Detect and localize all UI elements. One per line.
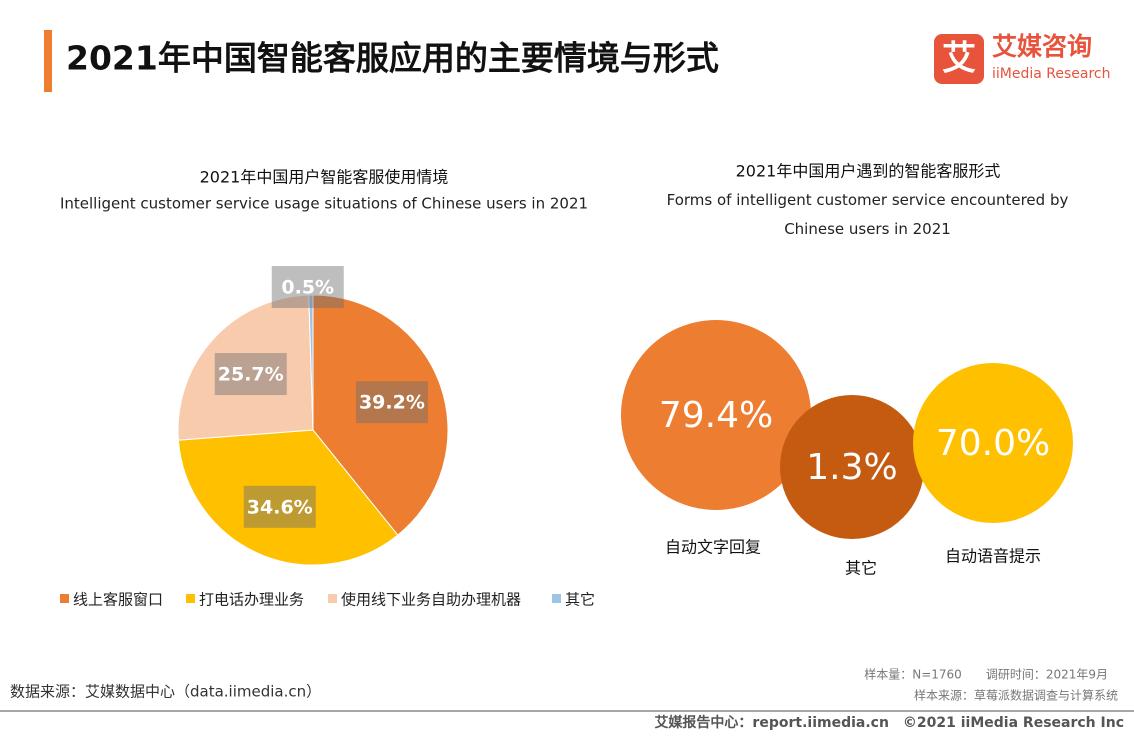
- bubble: [621, 320, 811, 510]
- label-box: [355, 381, 428, 424]
- label-box: [271, 266, 344, 309]
- legend-label: 打电话办理业务: [199, 591, 304, 609]
- sample: 样本量：N=1760 调研时间：2021年9月: [864, 667, 1108, 682]
- data-label: 0.5%: [281, 277, 334, 299]
- category-label: 自动文字回复: [665, 538, 761, 557]
- logo-box: [934, 34, 984, 84]
- source: 数据来源：艾媒数据中心（data.iimedia.cn）: [10, 683, 321, 701]
- legend-label: 其它: [565, 591, 595, 609]
- data-label: 39.2%: [359, 392, 425, 414]
- pie-slice: [312, 294, 449, 536]
- chart-title: 2021年中国用户智能客服使用情境: [200, 168, 449, 187]
- logo-en: iiMedia Research: [992, 66, 1111, 82]
- label-box: [214, 353, 287, 396]
- label-box: [243, 485, 316, 528]
- page-title: 2021年中国智能客服应用的主要情境与形式: [66, 39, 719, 78]
- chart-title: 2021年中国用户遇到的智能客服形式: [736, 162, 1001, 181]
- logo-cn: 艾媒咨询: [992, 32, 1092, 61]
- bubble: [913, 363, 1073, 523]
- data-label: 25.7%: [218, 364, 284, 386]
- copyright: 艾媒报告中心：report.iimedia.cn ©2021 iiMedia R…: [654, 714, 1124, 731]
- legend-swatch: [552, 594, 561, 603]
- data-label: 1.3%: [806, 447, 897, 488]
- category-label: 其它: [845, 559, 877, 578]
- legend-swatch: [186, 594, 195, 603]
- data-label: 70.0%: [936, 423, 1050, 464]
- chart-subtitle: Intelligent customer service usage situa…: [60, 195, 588, 213]
- legend-swatch: [60, 594, 69, 603]
- legend-label: 线上客服窗口: [73, 591, 163, 609]
- data-label: 34.6%: [247, 496, 313, 518]
- pie-slice: [308, 294, 314, 431]
- title-accent: [44, 30, 52, 92]
- pie-slice: [177, 294, 314, 441]
- data-label: 79.4%: [659, 395, 773, 436]
- legend-swatch: [328, 594, 337, 603]
- category-label: 自动语音提示: [945, 547, 1041, 566]
- chart-subtitle: Forms of intelligent customer service en…: [666, 191, 1069, 238]
- bubble: [780, 395, 924, 539]
- pie-slice: [177, 429, 399, 566]
- legend-label: 使用线下业务自助办理机器: [341, 591, 521, 609]
- sample-source: 样本来源：草莓派数据调查与计算系统: [914, 688, 1118, 703]
- logo-icon: 艾: [942, 39, 976, 79]
